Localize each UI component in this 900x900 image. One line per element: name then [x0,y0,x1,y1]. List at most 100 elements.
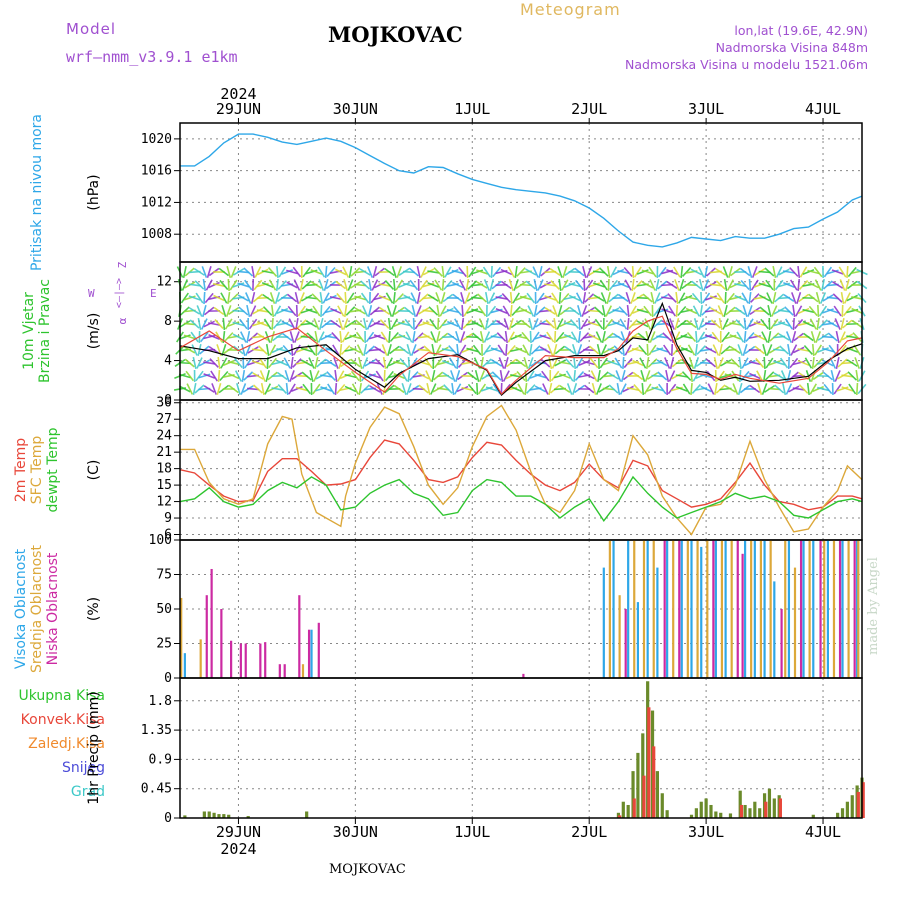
wind-arrow [772,265,777,279]
wind-arrow [537,279,544,291]
bar-ukupna-kisa [222,814,226,818]
wind-arrow [356,344,364,356]
wind-arrow [300,308,313,314]
wind-arrow [330,307,342,315]
wind-arrow [402,282,415,288]
bar-niska-oblacnost [678,540,681,678]
panel-clouds: 0 25 50 75 100 Visoka Oblacnost Srednja Oblacn… [13,533,863,686]
bar-niska-oblacnost [210,568,213,678]
wind-arrow [336,292,346,304]
wind-arrow [712,344,720,356]
wind-arrow [219,279,229,291]
wind-arrow [431,369,436,383]
wind-arrow [728,266,733,278]
wind-arrow [789,357,799,369]
wind-arrow [700,385,712,393]
wind-arrow [592,282,605,288]
wind-arrow [588,282,601,288]
y-tick-label: 0.9 [149,752,172,767]
wind-arrow [840,291,845,305]
wind-arrow [433,267,443,277]
wind-arrow [561,279,569,291]
wind-arrow [220,292,228,304]
x-day-label-bottom: 3JUL [688,823,724,841]
wind-arrow [627,346,639,354]
wind-arrow [846,359,858,367]
wind-arrow [593,294,605,302]
wind-arrow [349,334,362,340]
bar-konvek-kisa [861,782,865,818]
wind-arrow [373,322,386,326]
wind-arrow [398,333,410,341]
wind-arrow [569,306,580,316]
wind-arrow [783,282,795,288]
bar-ukupna-kisa [811,814,815,818]
wind-arrow [742,344,748,356]
wind-arrow [851,319,863,329]
wind-arrow [258,357,267,369]
wind-arrow [831,269,844,275]
bar-srednja-oblacnost [686,540,689,678]
wind-arrow [350,370,360,382]
bar-visoka-oblacnost [773,581,776,678]
wind-arrow [649,279,656,291]
wind-arrow [295,386,308,392]
bar-visoka-oblacnost [690,540,693,678]
wind-arrow [534,334,547,340]
wind-arrow [289,370,295,382]
wind-arrow [386,305,393,317]
wind-arrow [393,384,405,394]
wind-arrow [633,266,642,278]
wind-arrow [753,282,766,288]
wind-arrow [623,266,633,278]
wind-arrow [359,268,371,276]
x-day-label-top: 29JUN [216,100,261,118]
wind-arrow [446,320,459,328]
wind-arrow [764,267,775,277]
wind-arrow [472,344,482,356]
wind-arrow [364,373,376,379]
bar-konvek-kisa [618,815,622,818]
wind-arrow [810,331,816,343]
wind-arrow [573,369,576,383]
wind-arrow [512,292,520,304]
wind-arrow [392,291,396,305]
wind-arrow [281,269,294,275]
bar-visoka-oblacnost [743,540,747,678]
bar-srednja-oblacnost [793,567,797,678]
wind-arrow [646,386,659,392]
wind-arrow [395,279,404,291]
wind-arrow [252,372,264,380]
wind-arrow [783,294,795,302]
wind-arrow [436,304,440,318]
wind-arrow [504,330,508,344]
x-day-label-top: 30JUN [333,100,378,118]
wind-arrow [342,266,350,278]
wind-arrow [711,331,721,343]
wind-arrow [454,318,462,330]
wind-arrow [263,318,272,330]
wind-arrow [533,278,538,292]
bar-ukupna-kisa [305,811,309,818]
wind-arrow [355,331,365,343]
bar-ukupna-kisa [719,812,723,818]
wind-arrow [750,279,759,291]
wind-arrow [612,333,624,341]
bar-srednja-oblacnost [199,639,202,678]
bar-visoka-oblacnost [802,540,805,678]
wind-arrow [389,331,399,343]
wind-arrow [731,370,740,382]
wind-arrow [428,306,439,316]
wind-arrow [247,360,260,366]
wind-arrow [718,343,723,357]
wind-arrow [460,292,465,304]
wind-arrow [200,318,208,330]
wind-arrow [415,305,422,317]
wind-arrow [221,305,227,317]
wind-arrow [653,305,662,317]
wind-arrow [289,331,295,343]
wind-arrow [525,280,536,290]
wind-arrow [760,318,769,330]
wind-arrow [438,318,448,330]
compass-n: Z [116,261,129,268]
